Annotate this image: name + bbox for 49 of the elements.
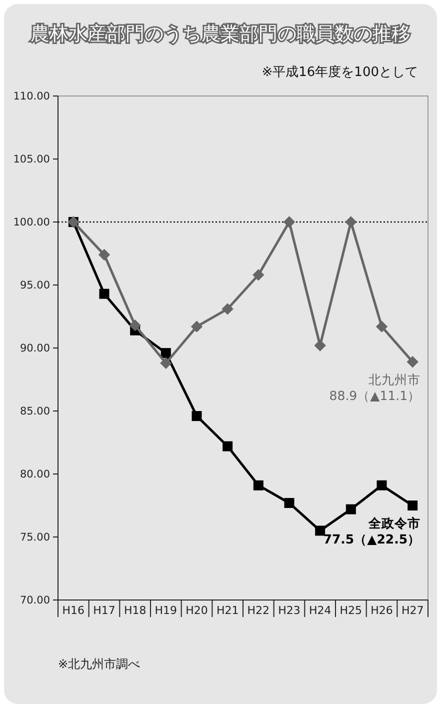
annotation: 88.9（▲11.1） [329,388,421,403]
x-tick-label: H16 [62,604,85,617]
point [283,216,296,228]
point [284,498,294,508]
y-tick-label: 95.00 [20,280,50,292]
y-tick-label: 80.00 [20,468,50,481]
y-tick-label: 110.00 [13,90,50,103]
x-tick-label: H17 [93,604,116,617]
point [99,288,110,299]
y-tick-label: 105.00 [13,154,50,166]
chart-title: 農林水産部門のうち農業部門の職員数の推移 [30,23,410,45]
point [190,320,203,332]
point [160,348,171,358]
point [222,303,234,315]
y-tick-label: 75.00 [20,532,50,544]
series-label: 全政令市 [368,516,421,530]
series-label: 北九州市 [368,372,421,387]
y-tick-label: 90.00 [20,342,50,355]
point [253,480,264,490]
point [315,526,326,536]
point [408,500,418,510]
y-tick-label: 70.00 [20,594,50,607]
point [314,340,326,352]
point [345,216,357,228]
text: ※北九州市調べ [58,657,140,671]
point [98,248,110,261]
point [252,269,264,281]
point [192,411,202,422]
y-tick-label: 100.00 [13,216,50,229]
x-tick-label: H23 [278,604,300,617]
x-tick-label: H21 [216,604,239,617]
x-tick-label: H20 [186,604,208,617]
y-tick-label: 85.00 [20,406,50,418]
annotation: 77.5（▲22.5） [323,532,421,546]
point [222,441,233,452]
point [160,357,172,369]
x-tick-label: H26 [370,604,393,617]
x-tick-label: H22 [247,604,270,617]
x-tick-label: H27 [401,604,424,617]
x-tick-label: H24 [308,604,332,617]
x-tick-label: H25 [340,604,362,617]
point [129,319,141,332]
x-tick-label: H19 [154,604,178,617]
x-tick-label: H18 [124,604,146,617]
chart-subtitle: ※平成16年度を100として [262,64,418,80]
point [376,320,388,332]
point [346,504,356,514]
point [406,356,418,368]
point [376,480,387,490]
